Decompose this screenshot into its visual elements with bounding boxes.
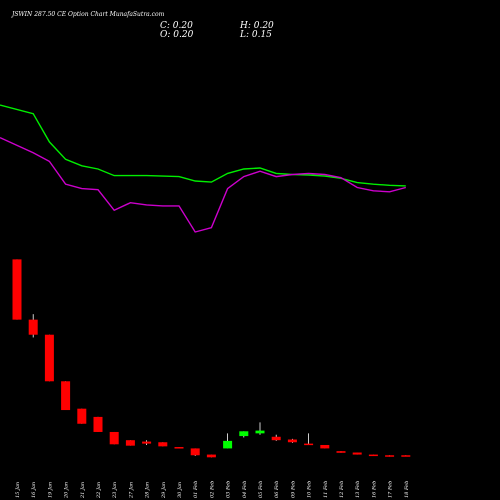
candle-body (93, 416, 103, 432)
candle-body (109, 431, 119, 445)
candle-body (61, 381, 71, 411)
x-tick-label: 19 Jan (47, 482, 53, 498)
candle-body (77, 408, 87, 424)
candle (401, 455, 411, 457)
candle-body (320, 444, 330, 449)
candle (336, 451, 346, 453)
x-tick-label: 16 Jan (31, 482, 37, 498)
candle-body (223, 440, 233, 449)
close-value: C: 0.20 (160, 21, 193, 31)
x-tick-label: 16 Feb (371, 481, 377, 498)
x-tick-label: 10 Feb (307, 481, 313, 498)
candle-body (352, 452, 362, 455)
candle-body (190, 448, 200, 456)
candle (287, 438, 297, 443)
candles (12, 259, 411, 458)
candle (239, 431, 249, 438)
candle-body (336, 451, 346, 453)
x-tick-label: 01 Feb (193, 481, 199, 498)
x-tick-label: 11 Feb (323, 481, 329, 498)
x-tick-label: 20 Jan (64, 482, 70, 499)
candle-body (255, 430, 265, 434)
low-value: L: 0.15 (239, 30, 272, 40)
candle (28, 314, 38, 338)
candle (352, 452, 362, 455)
x-tick-label: 15 Jan (15, 482, 21, 498)
x-tick-label: 12 Feb (339, 481, 345, 498)
x-tick-label: 18 Feb (404, 481, 410, 498)
candle (320, 444, 330, 449)
candle (93, 416, 103, 432)
x-tick-label: 17 Feb (388, 481, 394, 498)
candle (223, 433, 233, 449)
chart-title: JSWIN 287.50 CE Option Chart MunafaSutra… (10, 11, 165, 18)
candle (368, 454, 378, 457)
open-value: O: 0.20 (160, 30, 194, 40)
candle (125, 440, 135, 446)
x-tick-label: 06 Feb (274, 481, 280, 498)
candle-body (12, 259, 22, 320)
candle-body (385, 455, 395, 457)
candle (77, 408, 87, 424)
candle (271, 434, 281, 441)
indicator-lines (0, 104, 406, 233)
candle (385, 455, 395, 457)
candle-body (206, 454, 216, 458)
candle-body (158, 442, 168, 447)
magenta-indicator-line (0, 136, 406, 233)
high-value: H: 0.20 (239, 21, 274, 31)
candle (12, 259, 22, 320)
candle (174, 447, 184, 449)
candle (109, 431, 119, 445)
candle-body (401, 455, 411, 457)
candle-body (142, 441, 152, 444)
x-tick-label: 30 Jan (177, 482, 183, 498)
candle-body (174, 447, 184, 449)
candle (142, 440, 152, 445)
x-tick-label: 27 Jan (128, 482, 134, 499)
candle-body (125, 440, 135, 446)
candle (61, 381, 71, 411)
candle-body (304, 443, 314, 446)
x-axis-tick-labels: 15 Jan 16 Jan 19 Jan 20 Jan 21 Jan 22 Jan 23 J… (15, 481, 410, 499)
x-tick-label: 28 Jan (145, 482, 151, 499)
x-tick-label: 05 Feb (258, 481, 264, 498)
candle-body (28, 319, 38, 335)
candle (206, 454, 216, 458)
candle (158, 442, 168, 447)
candle (44, 334, 54, 382)
x-tick-label: 29 Jan (161, 482, 167, 499)
x-tick-label: 03 Feb (226, 481, 232, 498)
x-tick-label: 04 Feb (242, 481, 248, 498)
x-tick-label: 09 Feb (290, 481, 296, 498)
x-tick-label: 02 Feb (209, 481, 215, 498)
candle-body (287, 439, 297, 443)
candle-body (44, 334, 54, 382)
candle (190, 448, 200, 456)
candle-body (239, 431, 249, 437)
x-tick-label: 13 Feb (355, 481, 361, 498)
candle (255, 422, 265, 435)
x-tick-label: 21 Jan (80, 482, 86, 499)
candle (304, 433, 314, 446)
x-tick-label: 22 Jan (96, 482, 102, 499)
x-tick-label: 23 Jan (112, 482, 118, 499)
candle-body (368, 454, 378, 457)
candle-body (271, 436, 281, 441)
